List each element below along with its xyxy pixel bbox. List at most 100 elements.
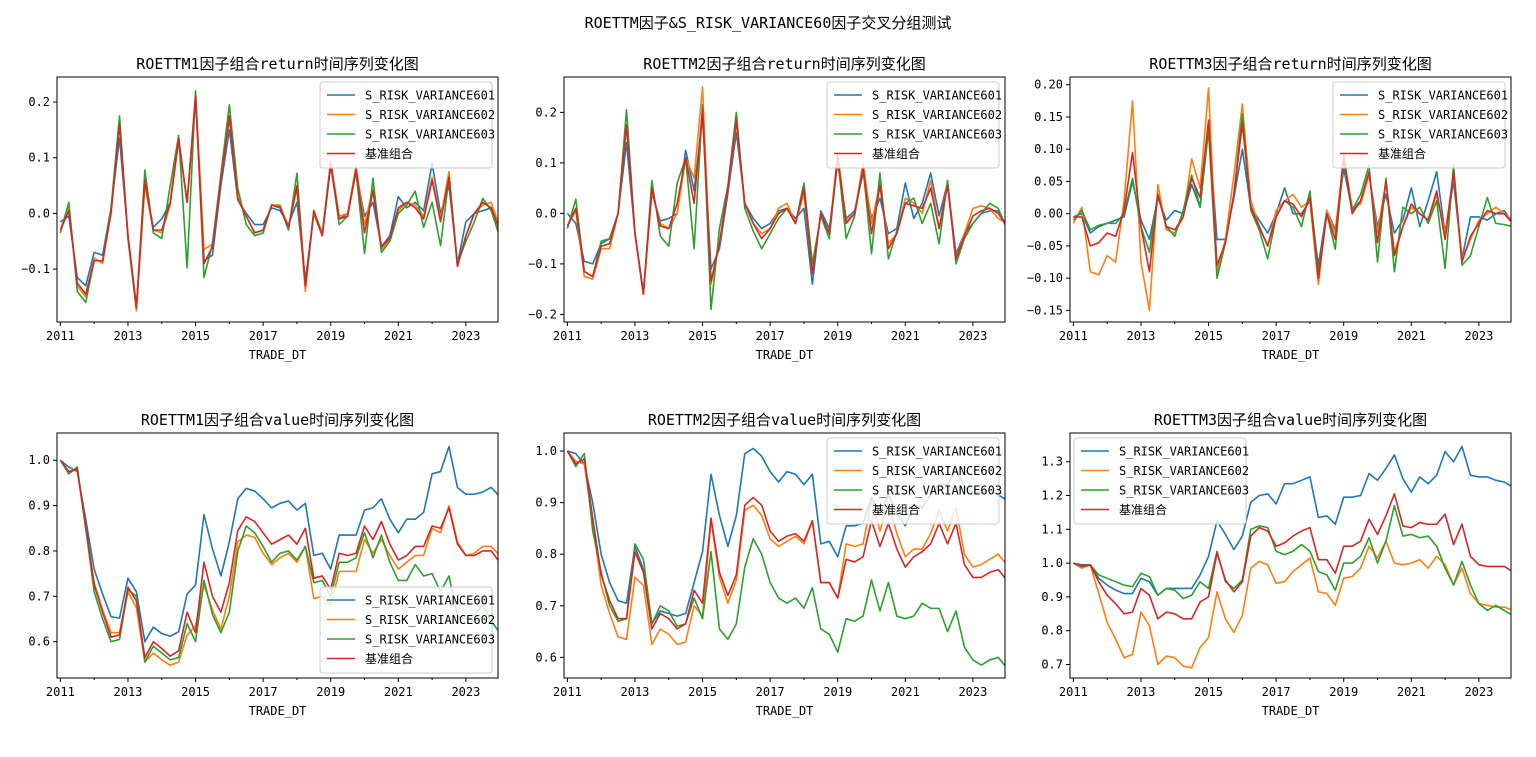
y-tick-label: −0.2	[528, 307, 557, 321]
y-tick-label: 0.8	[535, 547, 557, 561]
x-tick-label: 2023	[451, 685, 480, 699]
y-tick-label: 0.0	[535, 206, 557, 220]
x-tick-label: 2015	[688, 685, 717, 699]
x-tick-label: 2011	[1059, 685, 1088, 699]
chart-panel-5: ROETTM2因子组合value时间序列变化图 2011 2013 2015 2017 2…	[535, 411, 1006, 718]
x-tick-label: 2019	[316, 685, 345, 699]
y-tick-label: −0.1	[21, 262, 50, 276]
y-tick-label: 1.0	[1041, 556, 1063, 570]
legend-label: 基准组合	[365, 651, 413, 666]
legend-label: S_RISK_VARIANCE601	[872, 89, 1002, 103]
legend-label: 基准组合	[365, 146, 413, 161]
legend-label: 基准组合	[872, 146, 920, 161]
legend-label: S_RISK_VARIANCE603	[872, 128, 1002, 142]
x-tick-label: 2013	[621, 685, 650, 699]
x-tick-label: 2013	[1127, 329, 1156, 343]
y-tick-label: 1.3	[1041, 455, 1063, 469]
x-tick-label: 2023	[958, 329, 987, 343]
y-tick-label: 0.2	[535, 105, 557, 119]
x-tick-label: 2023	[1464, 685, 1493, 699]
legend-label: S_RISK_VARIANCE601	[872, 445, 1002, 459]
legend: S_RISK_VARIANCE601 S_RISK_VARIANCE602 S_RI…	[1073, 437, 1249, 525]
y-tick-label: 0.6	[28, 635, 50, 649]
series-line-1	[59, 445, 498, 643]
x-tick-label: 2021	[891, 685, 920, 699]
y-tick-label: −0.1	[528, 257, 557, 271]
y-tick-label: 1.0	[535, 444, 557, 458]
legend: S_RISK_VARIANCE601 S_RISK_VARIANCE602 S_RI…	[319, 586, 495, 674]
plot-frame	[1069, 432, 1512, 679]
legend-label: S_RISK_VARIANCE603	[1119, 484, 1249, 498]
x-tick-label: 2011	[553, 329, 582, 343]
series-group	[59, 445, 498, 667]
chart-panel-1: ROETTM1因子组合return时间序列变化图 2011 2013 2015 2017…	[21, 55, 499, 362]
x-tick-label: 2017	[756, 685, 785, 699]
y-tick-label: 0.7	[28, 589, 50, 603]
x-tick-label: 2023	[958, 685, 987, 699]
legend-label: S_RISK_VARIANCE603	[872, 484, 1002, 498]
y-tick-label: 0.8	[1041, 624, 1063, 638]
legend-box	[319, 586, 493, 674]
legend-box	[319, 81, 493, 169]
x-tick-label: 2015	[181, 329, 210, 343]
x-tick-label: 2013	[621, 329, 650, 343]
legend-label: S_RISK_VARIANCE602	[365, 108, 495, 122]
x-tick-label: 2017	[249, 329, 278, 343]
series-line-3	[566, 450, 1005, 667]
x-tick-label: 2019	[823, 685, 852, 699]
y-tick-label: 0.9	[28, 499, 50, 513]
legend: S_RISK_VARIANCE601 S_RISK_VARIANCE602 S_RI…	[1332, 81, 1508, 169]
x-tick-label: 2017	[756, 329, 785, 343]
y-tick-label: 0.8	[28, 544, 50, 558]
series-group	[59, 90, 498, 312]
legend-label: 基准组合	[1378, 146, 1426, 161]
x-tick-label: 2023	[451, 329, 480, 343]
legend-box	[826, 81, 1000, 169]
series-line-4	[59, 95, 498, 309]
x-tick-label: 2013	[114, 329, 143, 343]
x-tick-label: 2015	[1194, 685, 1223, 699]
y-tick-label: 0.2	[28, 95, 50, 109]
series-group	[1072, 445, 1511, 669]
series-line-4	[59, 459, 498, 659]
legend-label: S_RISK_VARIANCE602	[1119, 464, 1249, 478]
series-line-4	[1073, 493, 1511, 620]
legend-label: S_RISK_VARIANCE601	[1119, 445, 1249, 459]
x-tick-label: 2021	[384, 685, 413, 699]
legend-label: S_RISK_VARIANCE602	[1378, 108, 1508, 122]
x-tick-label: 2021	[384, 329, 413, 343]
x-tick-label: 2013	[114, 685, 143, 699]
legend-label: S_RISK_VARIANCE603	[365, 128, 495, 142]
y-tick-label: 0.9	[535, 496, 557, 510]
x-tick-label: 2011	[1059, 329, 1088, 343]
series-line-1	[1073, 445, 1511, 597]
x-tick-label: 2015	[1194, 329, 1223, 343]
legend-label: S_RISK_VARIANCE603	[1378, 128, 1508, 142]
x-axis-label: TRADE_DT	[756, 704, 814, 718]
legend-label: S_RISK_VARIANCE602	[872, 108, 1002, 122]
y-tick-label: 1.2	[1041, 489, 1063, 503]
series-line-2	[566, 450, 1005, 646]
legend-label: S_RISK_VARIANCE601	[365, 89, 495, 103]
series-line-4	[1073, 119, 1511, 279]
y-tick-label: 0.0	[28, 206, 50, 220]
chart-panel-6: ROETTM3因子组合value时间序列变化图 2011 2013 2015 2017 2…	[1041, 411, 1512, 718]
plot-frame	[1069, 76, 1512, 323]
y-tick-label: 0.9	[1041, 590, 1063, 604]
y-tick-label: 0.05	[1034, 174, 1063, 188]
legend-label: S_RISK_VARIANCE602	[872, 464, 1002, 478]
legend: S_RISK_VARIANCE601 S_RISK_VARIANCE602 S_RI…	[826, 81, 1002, 169]
x-tick-label: 2011	[46, 329, 75, 343]
chart-panel-4: ROETTM1因子组合value时间序列变化图 2011 2013 2015 2017 2…	[28, 411, 499, 718]
y-tick-label: 0.00	[1034, 207, 1063, 221]
x-tick-label: 2017	[1262, 685, 1291, 699]
plot-frame	[56, 76, 499, 323]
legend-label: S_RISK_VARIANCE601	[365, 594, 495, 608]
legend: S_RISK_VARIANCE601 S_RISK_VARIANCE602 S_RI…	[826, 437, 1002, 525]
x-tick-label: 2011	[553, 685, 582, 699]
y-tick-label: 0.7	[1041, 657, 1063, 671]
plot-frame	[563, 76, 1006, 323]
y-tick-label: 0.1	[28, 151, 50, 165]
y-tick-label: 1.0	[28, 453, 50, 467]
